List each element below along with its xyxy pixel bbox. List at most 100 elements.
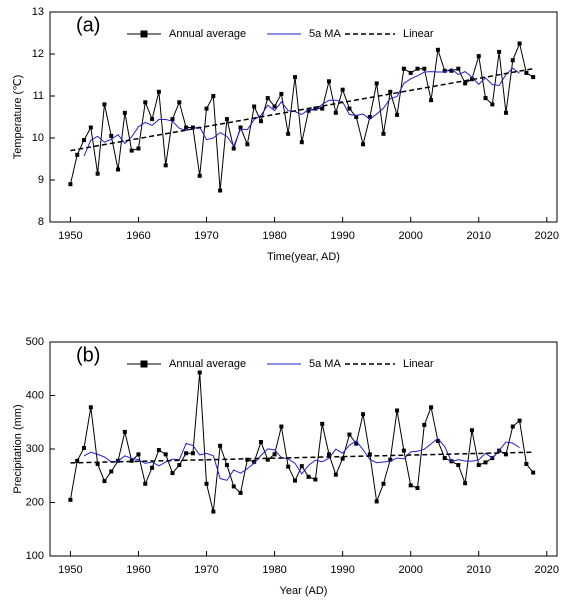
x-tick-label: 1960 xyxy=(126,230,150,242)
y-tick-label: 12 xyxy=(32,48,44,60)
data-point xyxy=(177,100,182,105)
data-point xyxy=(116,167,121,172)
x-tick-label: 1960 xyxy=(126,564,150,576)
x-axis-label: Time(year, AD) xyxy=(267,251,340,263)
data-point xyxy=(197,173,202,178)
x-tick-label: 2010 xyxy=(466,230,490,242)
data-point xyxy=(122,110,127,115)
y-axis-label: Precipitation (mm) xyxy=(12,404,24,493)
y-tick-label: 9 xyxy=(38,174,44,186)
x-tick-label: 1970 xyxy=(194,564,218,576)
data-point xyxy=(388,457,393,462)
data-point xyxy=(143,100,148,105)
data-point xyxy=(408,70,413,75)
data-point xyxy=(306,108,311,113)
x-axis-label: Year (AD) xyxy=(280,585,328,597)
data-point xyxy=(265,457,270,462)
data-point xyxy=(442,68,447,73)
data-point xyxy=(68,182,73,187)
data-point xyxy=(531,75,536,80)
data-point xyxy=(374,499,379,504)
data-point xyxy=(381,131,386,136)
data-point xyxy=(524,70,529,75)
data-point xyxy=(449,68,454,73)
data-point xyxy=(82,138,87,143)
panel-label: (b) xyxy=(76,344,100,366)
data-point xyxy=(401,448,406,453)
data-point xyxy=(245,142,250,147)
data-point xyxy=(190,125,195,130)
data-point xyxy=(238,125,243,130)
panel-label: (a) xyxy=(76,14,100,36)
data-point xyxy=(422,422,427,427)
legend-label: Linear xyxy=(403,358,434,370)
data-point xyxy=(88,405,93,410)
data-point xyxy=(95,171,100,176)
x-tick-label: 2020 xyxy=(535,564,559,576)
x-tick-label: 2020 xyxy=(535,230,559,242)
legend-marker xyxy=(140,360,148,368)
data-point xyxy=(517,418,522,423)
data-point xyxy=(524,461,529,466)
data-point xyxy=(129,148,134,153)
data-point xyxy=(395,408,400,413)
data-point xyxy=(422,66,427,71)
data-point xyxy=(327,79,332,84)
data-point xyxy=(163,163,168,168)
data-point xyxy=(82,445,87,450)
data-point xyxy=(306,474,311,479)
data-point xyxy=(231,146,236,151)
data-point xyxy=(156,89,161,94)
data-point xyxy=(95,461,100,466)
data-point xyxy=(292,478,297,483)
data-point xyxy=(456,463,461,468)
data-point xyxy=(211,509,216,514)
data-point xyxy=(401,66,406,71)
data-point xyxy=(143,481,148,486)
data-point xyxy=(177,463,182,468)
data-point xyxy=(75,458,80,463)
data-point xyxy=(531,470,536,475)
data-point xyxy=(136,452,141,457)
data-point xyxy=(347,106,352,111)
data-point xyxy=(497,49,502,54)
data-point xyxy=(435,47,440,52)
data-point xyxy=(75,152,80,157)
data-point xyxy=(510,424,515,429)
data-point xyxy=(408,483,413,488)
data-point xyxy=(435,438,440,443)
data-point xyxy=(374,81,379,86)
data-point xyxy=(469,77,474,82)
data-point xyxy=(204,106,209,111)
y-tick-label: 13 xyxy=(32,6,44,18)
data-point xyxy=(224,117,229,122)
data-point xyxy=(88,125,93,130)
y-tick-label: 8 xyxy=(38,216,44,228)
x-tick-label: 1990 xyxy=(330,564,354,576)
data-point xyxy=(388,89,393,94)
data-point xyxy=(517,41,522,46)
plot-frame xyxy=(49,341,558,557)
data-point xyxy=(272,452,277,457)
data-point xyxy=(163,452,168,457)
y-tick-label: 400 xyxy=(26,389,44,401)
data-point xyxy=(279,424,284,429)
data-point xyxy=(102,479,107,484)
data-point xyxy=(442,456,447,461)
data-point xyxy=(463,81,468,86)
data-point xyxy=(265,96,270,101)
data-point xyxy=(429,405,434,410)
data-point xyxy=(490,102,495,107)
data-point xyxy=(347,432,352,437)
data-point xyxy=(313,477,318,482)
series-line xyxy=(83,67,520,157)
data-point xyxy=(102,102,107,107)
x-tick-label: 1970 xyxy=(194,230,218,242)
legend-label: 5a MA xyxy=(309,358,341,370)
legend-marker xyxy=(140,30,148,38)
legend-label: Annual average xyxy=(169,358,246,370)
data-point xyxy=(429,98,434,103)
data-point xyxy=(184,125,189,130)
y-tick-label: 200 xyxy=(26,496,44,508)
data-point xyxy=(510,58,515,63)
